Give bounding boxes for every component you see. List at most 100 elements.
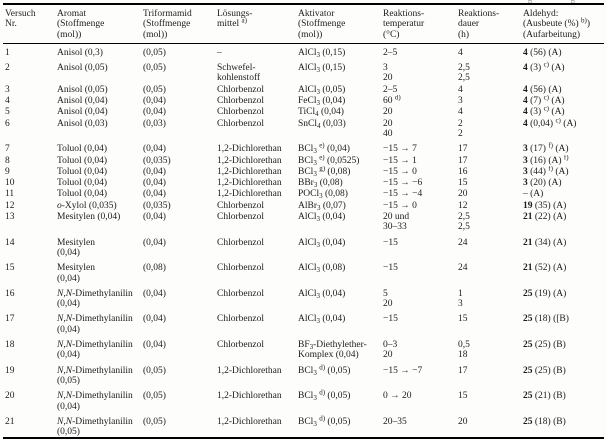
table-cell-temperatur: −15 → −6 bbox=[383, 178, 423, 189]
table-cell-loesungsmittel: 1,2-Dichlorethan bbox=[217, 166, 282, 177]
table-cell-triformamid: (0,04) bbox=[143, 166, 166, 177]
table-cell-loesungsmittel: Chlorbenzol bbox=[217, 84, 264, 95]
table-cell-aromat: Anisol (0,05) bbox=[57, 84, 108, 95]
table-cell-aromat: Anisol (0,3) bbox=[57, 47, 103, 58]
column-header-triformamid: Triformamid (Stoffmenge (mol)) bbox=[141, 4, 215, 44]
table-cell-loesungsmittel: Chlorbenzol bbox=[217, 263, 264, 274]
table-cell-versuch: 8 bbox=[5, 155, 10, 166]
table-cell-aldehyd: 4 (7) c) (A) bbox=[523, 95, 565, 107]
table-cell-loesungsmittel: Schwefel-kohlenstoff bbox=[217, 63, 261, 84]
table-cell-loesungsmittel: 1,2-Dichlorethan bbox=[217, 365, 282, 376]
table-row: 12 o-Xylol (0,035) (0,035) Chlorbenzol AlBr3… bbox=[3, 200, 604, 211]
table-row: 11 Toluol (0,04) (0,04) 1,2-Dichlorethan POC… bbox=[3, 188, 604, 199]
table-cell-versuch: 4 bbox=[5, 96, 10, 107]
table-cell-temperatur: 60 d) bbox=[383, 95, 401, 107]
table-cell-temperatur: −15 → 0 bbox=[383, 200, 417, 211]
table-cell-temperatur: 2–5 bbox=[383, 47, 398, 58]
table-row: 2 Anisol (0,05) (0,05) Schwefel-kohlenstoff… bbox=[3, 58, 604, 84]
table-cell-temperatur: −15 bbox=[383, 237, 398, 248]
column-header-loesungsmittel: Lösungs-mittel a) bbox=[215, 4, 296, 44]
table-cell-temperatur: 20 40 bbox=[383, 118, 393, 139]
table-cell-temperatur: 20 bbox=[383, 107, 393, 118]
table-row: 3 Anisol (0,05) (0,05) Chlorbenzol AlCl3 (0,… bbox=[3, 84, 604, 95]
table-cell-versuch: 2 bbox=[5, 63, 10, 74]
table-cell-aromat: N,N-Dimethylanilin (0,05) bbox=[57, 365, 133, 386]
table-row: 17 N,N-Dimethylanilin (0,04) (0,04) Chlorben… bbox=[3, 309, 604, 335]
table-header-row: Versuch Nr. Aromat (Stoffmenge (mol)) Triform… bbox=[3, 4, 604, 44]
table-cell-dauer: 24 bbox=[458, 263, 468, 274]
table-cell-aktivator: BF3-Diethylether- Komplex (0,04) bbox=[298, 340, 367, 361]
column-header-temperatur: Reaktions-temperatur (°C) bbox=[381, 4, 456, 44]
table-cell-versuch: 14 bbox=[5, 237, 15, 248]
table-cell-dauer: 4 bbox=[458, 107, 463, 118]
table-row: 5 Anisol (0,04) (0,04) Chlorbenzol TiCl4 (0,… bbox=[3, 106, 604, 117]
table-cell-versuch: 15 bbox=[5, 263, 15, 274]
table-cell-versuch: 1 bbox=[5, 47, 10, 58]
table-cell-loesungsmittel: Chlorbenzol bbox=[217, 288, 264, 299]
table-cell-triformamid: (0,08) bbox=[143, 263, 166, 274]
table-cell-aktivator: FeCl3 (0,04) bbox=[298, 96, 346, 107]
table-cell-aktivator: SnCl4 (0,03) bbox=[298, 118, 346, 130]
table-cell-dauer: 17 bbox=[458, 365, 468, 376]
table-cell-aromat: Anisol (0,03) bbox=[57, 118, 108, 129]
table-cell-dauer: 4 bbox=[458, 84, 463, 95]
table-cell-aromat: N,N-Dimethylanilin (0,05) bbox=[57, 416, 133, 438]
table-row: 9 Toluol (0,04) (0,04) 1,2-Dichlorethan BCl3… bbox=[3, 166, 604, 177]
table-cell-aldehyd: 3 (20) (A) bbox=[523, 178, 562, 189]
table-cell-loesungsmittel: 1,2-Dichlorethan bbox=[217, 416, 282, 427]
table-cell-aktivator: BCl3 g) (0,08) bbox=[298, 165, 351, 178]
table-cell-dauer: 16 bbox=[458, 166, 468, 177]
table-cell-aktivator: AlCl3 (0,08) bbox=[298, 263, 346, 275]
table-cell-triformamid: (0,04) bbox=[143, 288, 166, 299]
table-cell-temperatur: −15 bbox=[383, 314, 398, 325]
table-cell-triformamid: (0,04) bbox=[143, 96, 166, 107]
table-cell-aktivator: BCl3 d) (0,05) bbox=[298, 414, 351, 428]
table-cell-loesungsmittel: 1,2-Dichlorethan bbox=[217, 155, 282, 166]
table-cell-triformamid: (0,04) bbox=[143, 340, 166, 351]
table-cell-versuch: 16 bbox=[5, 288, 15, 299]
table-cell-triformamid: (0,05) bbox=[143, 47, 166, 58]
table-row: 13 Mesitylen (0,04) (0,04) Chlorbenzol AlCl3… bbox=[3, 211, 604, 233]
table-cell-dauer: 15 bbox=[458, 391, 468, 402]
table-row: 14 Mesitylen (0,04) (0,04) Chlorbenzol AlCl3 … bbox=[3, 233, 604, 259]
table-cell-triformamid: (0,035) bbox=[143, 155, 171, 166]
table-row: 20 N,N-Dimethylanilin (0,04) (0,05) 1,2-Dich… bbox=[3, 386, 604, 412]
table-cell-loesungsmittel: Chlorbenzol bbox=[217, 212, 264, 223]
table-cell-triformamid: (0,05) bbox=[143, 416, 166, 427]
table-cell-aktivator: AlCl3 (0,04) bbox=[298, 237, 346, 249]
table-cell-aktivator: BCl3 d) (0,05) bbox=[298, 363, 351, 377]
table-row: 21 N,N-Dimethylanilin (0,05) (0,05) 1,2-Dich… bbox=[3, 412, 604, 439]
table-cell-dauer: 0,5 18 bbox=[458, 340, 470, 361]
table-cell-versuch: 5 bbox=[5, 107, 10, 118]
table-row: 19 N,N-Dimethylanilin (0,05) (0,05) 1,2-Dich… bbox=[3, 361, 604, 387]
column-header-versuch: Versuch Nr. bbox=[3, 4, 55, 44]
table-cell-aldehyd: 4 (0,04) c) (A) bbox=[523, 117, 577, 129]
table-cell-aromat: N,N-Dimethylanilin (0,04) bbox=[57, 391, 133, 412]
table-cell-aldehyd: 25 (19) (A) bbox=[523, 288, 567, 299]
table-cell-versuch: 7 bbox=[5, 144, 10, 155]
table-cell-dauer: 15 bbox=[458, 314, 468, 325]
table-cell-loesungsmittel: Chlorbenzol bbox=[217, 107, 264, 118]
table-cell-aldehyd: 3 (16) (A) f) bbox=[523, 154, 569, 166]
table-cell-aktivator: AlBr3 (0,07) bbox=[298, 200, 346, 212]
table-cell-aldehyd: 25 (21) (B) bbox=[523, 391, 566, 402]
table-cell-aromat: Toluol (0,04) bbox=[57, 189, 107, 200]
table-cell-loesungsmittel: Chlorbenzol bbox=[217, 314, 264, 325]
table-row: 4 Anisol (0,04) (0,04) Chlorbenzol FeCl3 (0,… bbox=[3, 95, 604, 106]
table-row: 16 N,N-Dimethylanilin (0,04) (0,04) Chlorben… bbox=[3, 284, 604, 310]
table-cell-loesungsmittel: 1,2-Dichlorethan bbox=[217, 189, 282, 200]
table-cell-aldehyd: 21 (22) (A) bbox=[523, 212, 567, 223]
table-cell-versuch: 9 bbox=[5, 166, 10, 177]
table-cell-versuch: 3 bbox=[5, 84, 10, 95]
table-cell-versuch: 17 bbox=[5, 314, 15, 325]
table-cell-temperatur: 0 → 20 bbox=[383, 391, 412, 402]
table-cell-versuch: 21 bbox=[5, 416, 15, 427]
table-cell-aromat: Mesitylen (0,04) bbox=[57, 263, 95, 284]
table-cell-dauer: 17 bbox=[458, 155, 468, 166]
table-cell-aldehyd: 4 (3) c) (A) bbox=[523, 106, 565, 118]
table-cell-aktivator: AlCl3 (0,04) bbox=[298, 314, 346, 326]
table-cell-temperatur: −15 → −7 bbox=[383, 365, 423, 376]
table-row: 1 Anisol (0,3) (0,05) – AlCl3 (0,15) 2–5 4 4 (5… bbox=[3, 43, 604, 58]
table-cell-dauer: 20 bbox=[458, 416, 468, 427]
